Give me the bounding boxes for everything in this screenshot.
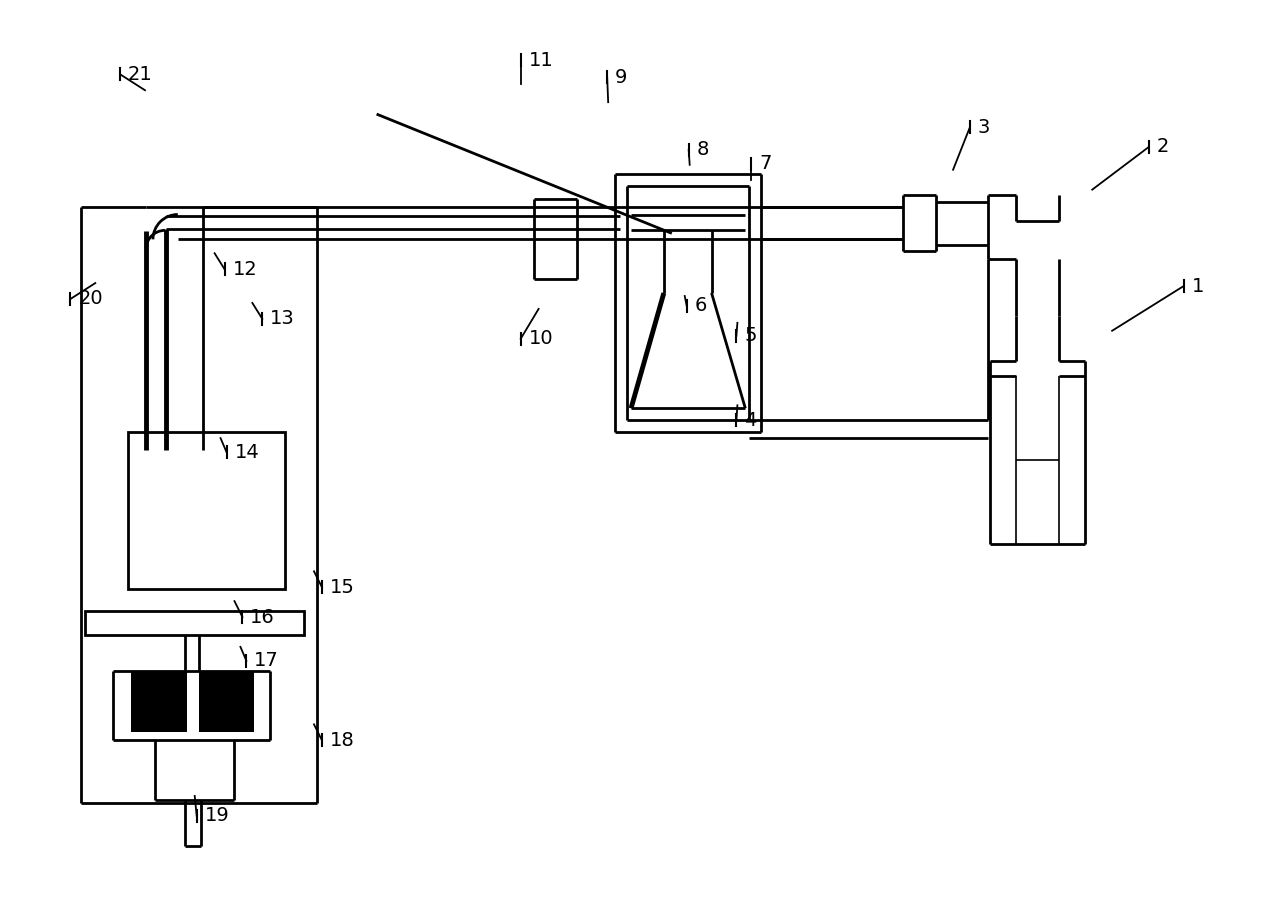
Bar [128, 432, 285, 589]
Text: 3: 3 [977, 117, 990, 136]
Text: 13: 13 [271, 309, 295, 328]
Text: 10: 10 [528, 329, 554, 349]
Text: 20: 20 [78, 289, 103, 308]
Text: 18: 18 [330, 731, 355, 749]
Text: 9: 9 [615, 68, 628, 87]
Text: 6: 6 [694, 296, 707, 316]
Text: 16: 16 [250, 608, 276, 627]
Text: 5: 5 [744, 327, 757, 345]
Text: 17: 17 [254, 651, 279, 671]
Text: 14: 14 [235, 443, 259, 461]
Bar [85, 611, 304, 635]
Text: 15: 15 [330, 577, 355, 597]
Text: 8: 8 [697, 140, 709, 159]
Bar [199, 671, 254, 732]
Text: 4: 4 [744, 411, 757, 430]
Text: 11: 11 [528, 51, 554, 70]
Text: 2: 2 [1157, 137, 1169, 156]
Text: 12: 12 [232, 260, 258, 279]
Bar [131, 671, 186, 732]
Text: 7: 7 [759, 155, 772, 173]
Text: 19: 19 [204, 806, 230, 825]
Text: 21: 21 [128, 65, 153, 84]
Text: 1: 1 [1192, 276, 1205, 296]
